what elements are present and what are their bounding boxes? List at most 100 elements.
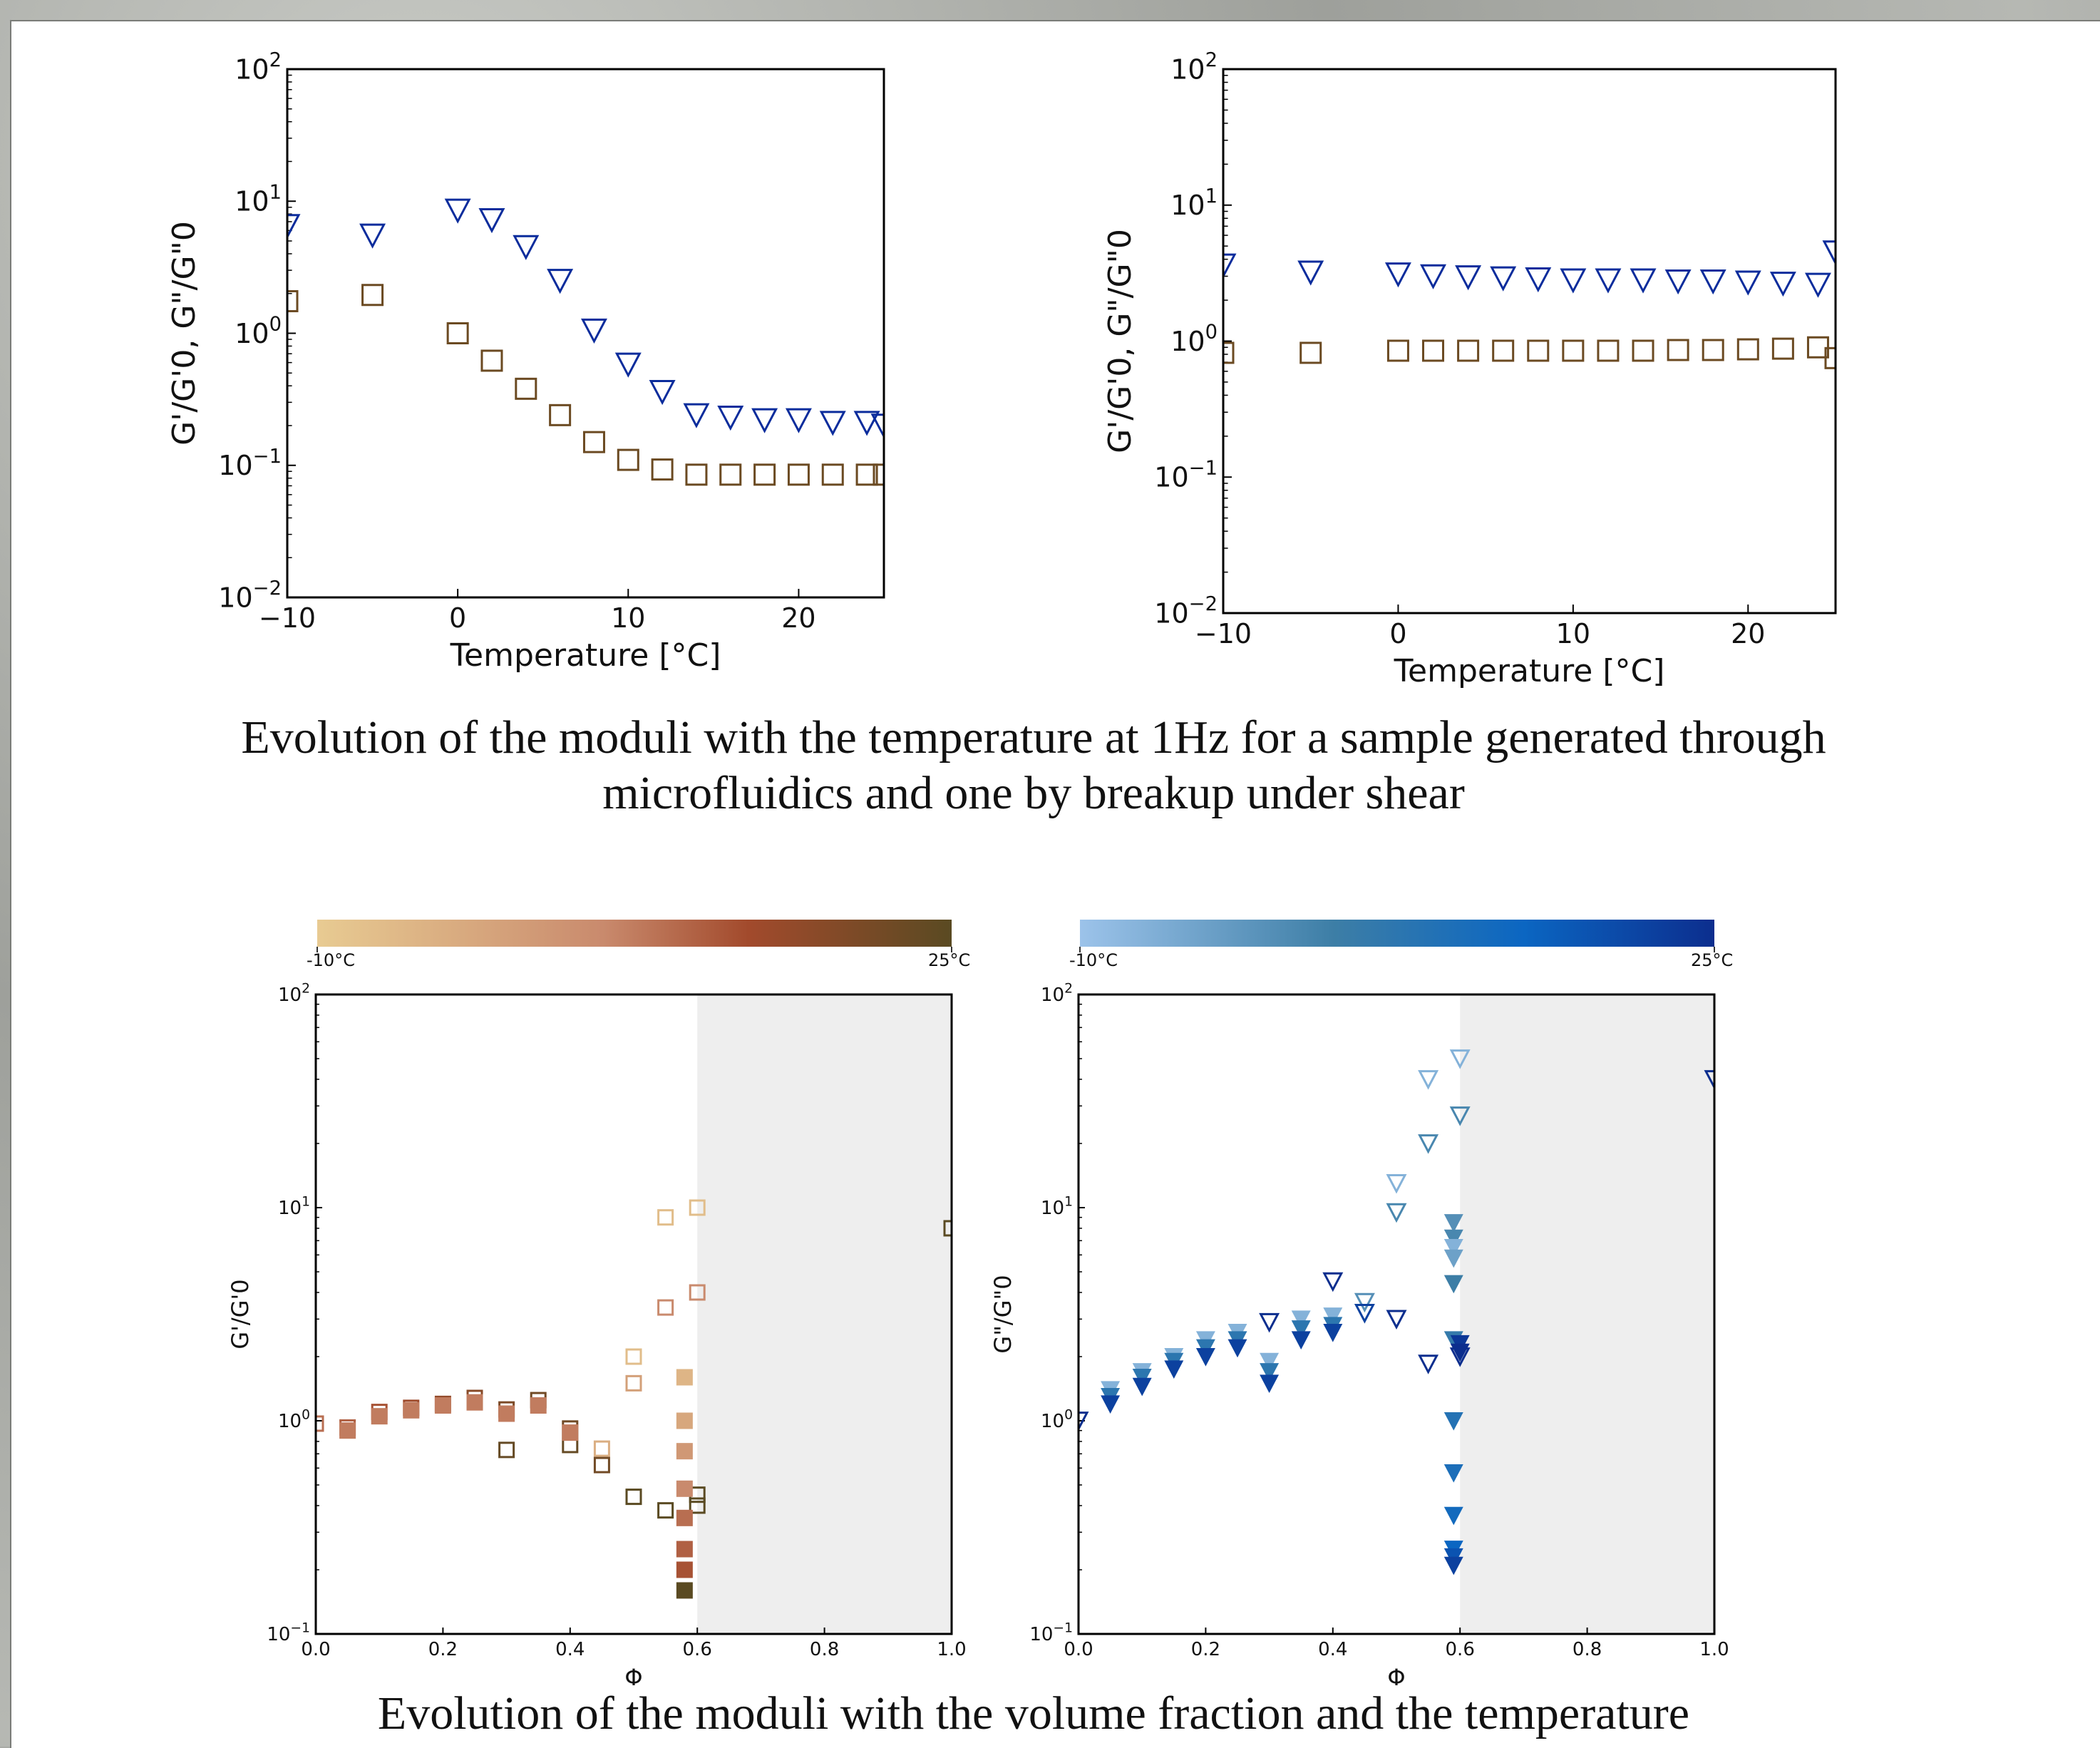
plot-frame [1222,68,1837,615]
triangle-point [1455,265,1482,291]
hollow-square-point [657,1209,674,1226]
filled-triangle-point [1291,1310,1311,1330]
square-point [549,403,572,426]
data-points [1079,1049,1714,1575]
square-point [753,463,776,486]
filled-square-point [403,1402,420,1419]
triangle-point [649,379,676,406]
hollow-square-point [316,1415,324,1432]
triangle-point [853,411,880,436]
triangle-point [580,318,607,344]
hollow-triangle-point [1386,1174,1407,1194]
y-tick-label: 10−1 [218,446,282,481]
chart-temperature-microfluidics: −10 0 10 20 10−2 10−1 100 101 102 Temperature [°C… [166,49,885,674]
filled-triangle-point [1450,1343,1470,1362]
filled-triangle-point [1443,1506,1463,1526]
triangle-point [1384,262,1411,288]
filled-triangle-point [1443,1238,1463,1258]
x-tick-label: 10 [1556,618,1590,649]
y-tick-label: 100 [1041,1407,1073,1432]
shaded-region [1460,994,1714,1634]
square-point [582,431,605,453]
triangle-point [1560,268,1587,294]
filled-triangle-point [1227,1339,1247,1358]
y-tick-label: 10−2 [218,577,282,613]
hollow-triangle-point [1449,1049,1471,1069]
triangle-point [444,198,471,224]
data-points [1223,240,1836,369]
y-tick-label: 102 [278,981,310,1006]
x-tick-label: 0.8 [1573,1639,1602,1660]
triangle-point [1490,266,1517,292]
hollow-square-point [498,1441,515,1459]
y-tick-label: 10−1 [1154,457,1218,493]
triangle-point [1223,253,1237,279]
triangle-point [1734,270,1761,296]
hollow-square-point [657,1299,674,1316]
filled-triangle-point [1443,1275,1463,1294]
hollow-triangle-point [1704,1070,1714,1090]
triangle-point [1769,272,1796,297]
colorbar-right-bar [1080,920,1714,947]
y-tick-label: 101 [235,181,282,217]
colorbar-right-max-label: 25°C [1691,950,1733,970]
data-points [287,198,884,486]
filled-square-point [371,1408,388,1425]
plot-frame [1077,993,1716,1635]
triangle-point [547,269,574,294]
filled-square-point [676,1369,693,1386]
triangle-point [717,406,744,431]
x-tick-label: 0.4 [555,1639,585,1660]
filled-triangle-point [1195,1348,1215,1367]
square-point [1562,339,1585,362]
square-point [1824,346,1836,369]
x-tick-label: 0.0 [1064,1639,1093,1660]
y-tick-label: 101 [1170,185,1218,221]
hollow-triangle-point [1354,1304,1375,1324]
hollow-triangle-point [1322,1272,1344,1292]
square-point [287,289,299,312]
filled-square-point [676,1480,693,1497]
x-tick-label: 0.6 [1446,1639,1475,1660]
hollow-square-point [943,1220,952,1237]
triangle-point [751,408,778,433]
hollow-square-point [689,1199,706,1216]
filled-square-point [434,1397,451,1414]
square-point [1223,341,1235,364]
y-tick-label: 100 [1170,322,1218,357]
filled-triangle-point [1291,1331,1311,1349]
triangle-point [1595,268,1622,294]
colorbar-left-min-label: -10°C [307,950,355,970]
hollow-square-point [593,1456,610,1474]
hollow-triangle-point [1418,1134,1439,1154]
y-axis-label: G'/G'0, G"/G"0 [166,221,202,446]
x-tick-label: 20 [1731,618,1765,649]
filled-square-point [562,1424,579,1441]
y-tick-label: 102 [1170,49,1218,85]
square-point [1299,341,1322,364]
triangle-point [785,408,812,433]
colorbar-right: -10°C 25°C [1069,920,1733,970]
triangle-point [478,207,505,234]
hollow-square-point [689,1497,706,1514]
filled-triangle-point [1443,1464,1463,1483]
x-axis-label: Temperature [°C] [450,637,721,674]
y-tick-label: 100 [235,314,282,349]
square-point [1702,339,1724,361]
filled-square-point [676,1582,693,1599]
y-tick-label: 100 [278,1407,310,1432]
x-tick-label: 0.4 [1318,1639,1347,1660]
triangle-point [1699,269,1726,295]
triangle-point [1297,260,1324,286]
caption-top: Evolution of the moduli with the tempera… [0,710,2067,821]
filled-triangle-point [1443,1249,1463,1268]
filled-triangle-point [1443,1556,1463,1575]
filled-square-point [676,1561,693,1578]
hollow-triangle-point [1386,1310,1407,1330]
filled-square-point [676,1412,693,1429]
y-tick-label: 101 [1041,1194,1073,1219]
filled-triangle-point [1164,1360,1184,1379]
filled-square-point [676,1541,693,1558]
